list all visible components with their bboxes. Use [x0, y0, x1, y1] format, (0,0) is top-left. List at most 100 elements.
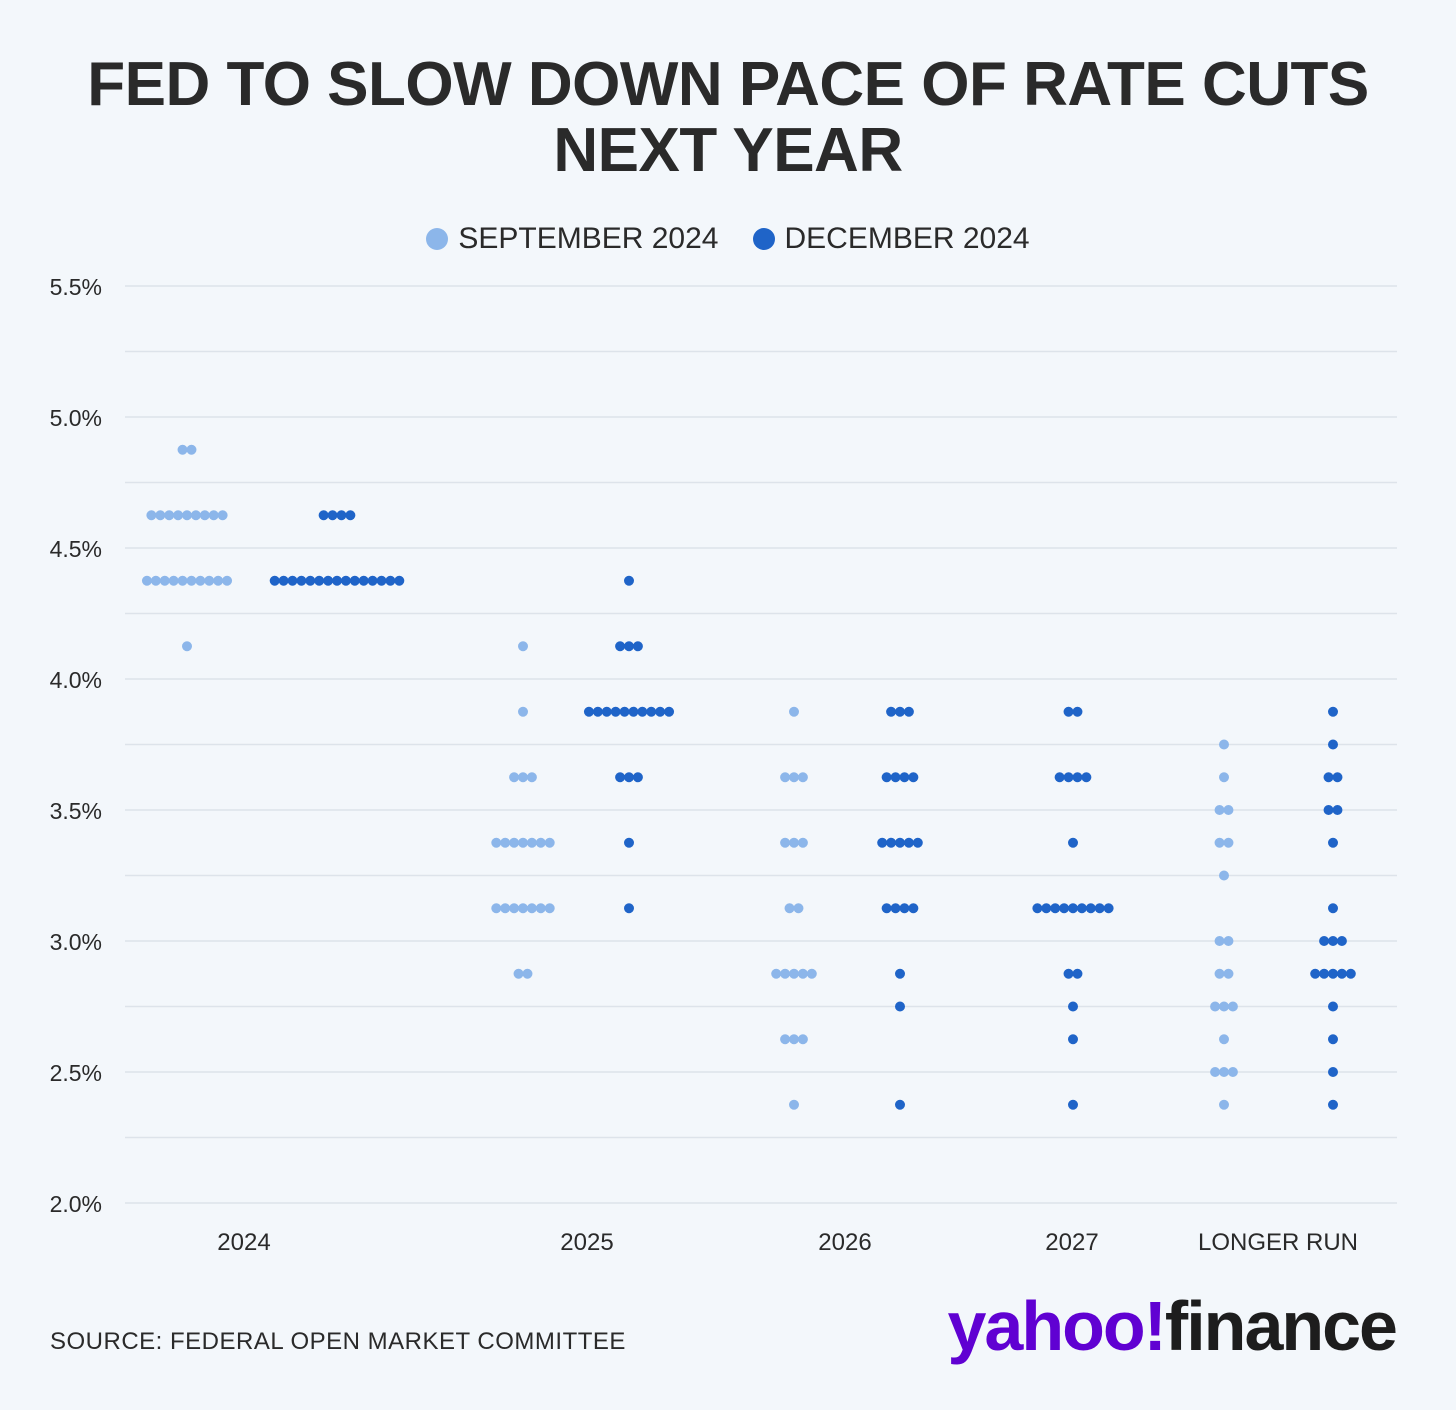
dot-september: [1219, 870, 1229, 881]
dot-september: [1223, 837, 1234, 848]
dot-september: [182, 641, 192, 652]
dot-december: [349, 575, 360, 586]
dot-september: [168, 575, 179, 586]
dot-september: [518, 903, 528, 914]
logo-finance: finance: [1164, 1287, 1398, 1365]
dot-december: [394, 575, 405, 586]
dot-december: [899, 772, 910, 783]
legend: SEPTEMBER 2024 DECEMBER 2024: [0, 222, 1456, 256]
dot-december: [903, 837, 914, 848]
y-tick-label: 2.0%: [50, 1191, 102, 1217]
dot-september: [491, 837, 502, 848]
x-axis-ticks: 2024 2025 2026 2027 LONGER RUN: [217, 1229, 1358, 1256]
dot-september: [789, 1034, 799, 1045]
dot-december: [1328, 903, 1338, 914]
dot-december: [1081, 772, 1092, 783]
legend-item-december: DECEMBER 2024: [752, 222, 1030, 256]
dot-september: [789, 706, 799, 717]
dot-december: [637, 706, 648, 717]
dot-september: [173, 510, 184, 521]
dot-december: [615, 772, 626, 783]
dot-december: [1328, 1034, 1338, 1045]
dot-september: [222, 575, 233, 586]
dot-december: [1328, 739, 1338, 750]
dot-september: [1219, 1034, 1229, 1045]
y-tick-label: 3.0%: [50, 929, 102, 955]
dot-december: [881, 772, 892, 783]
chart-title-line-1: FED TO SLOW DOWN PACE OF RATE CUTS: [87, 50, 1369, 119]
dot-september: [1219, 1099, 1229, 1110]
dot-december: [895, 1099, 905, 1110]
dot-september: [195, 575, 206, 586]
dot-september: [780, 968, 791, 979]
dot-december: [1328, 1099, 1338, 1110]
dot-december: [269, 575, 280, 586]
dot-december: [615, 641, 626, 652]
dot-december: [886, 706, 897, 717]
dot-september: [150, 575, 161, 586]
dot-september: [518, 772, 528, 783]
dot-december: [1323, 805, 1334, 815]
dot-december: [327, 510, 338, 521]
dot-september: [784, 903, 795, 914]
dot-december: [385, 575, 396, 586]
dot-december: [318, 510, 329, 521]
dot-december: [1059, 903, 1070, 914]
y-tick-label: 4.0%: [50, 667, 102, 693]
dot-december: [305, 575, 316, 586]
dot-september: [164, 510, 175, 521]
dot-december: [601, 706, 612, 717]
dot-december: [1032, 903, 1043, 914]
dot-september: [522, 968, 533, 979]
dot-september: [141, 575, 152, 586]
dot-september: [806, 968, 817, 979]
dot-december: [1072, 772, 1083, 783]
dot-september: [1219, 772, 1229, 783]
dot-december: [367, 575, 378, 586]
dot-september: [186, 444, 197, 455]
x-tick-label: 2025: [560, 1229, 613, 1256]
dot-september: [509, 837, 520, 848]
dot-september: [190, 510, 201, 521]
legend-item-september: SEPTEMBER 2024: [426, 222, 719, 256]
dot-september: [544, 903, 555, 914]
y-tick-label: 2.5%: [50, 1060, 102, 1086]
y-tick-label: 5.0%: [50, 405, 102, 431]
yahoo-finance-logo: yahoo!finance: [947, 1286, 1398, 1366]
x-tick-label: 2026: [818, 1229, 871, 1256]
dot-december: [336, 510, 347, 521]
dot-december: [895, 968, 905, 979]
dot-december: [655, 706, 666, 717]
dot-december: [583, 706, 594, 717]
dot-december: [1068, 1001, 1078, 1012]
dot-september: [186, 575, 197, 586]
dot-december: [1319, 936, 1330, 946]
dot-december: [646, 706, 657, 717]
dot-december: [895, 837, 905, 848]
dot-september: [491, 903, 502, 914]
dot-december: [619, 706, 630, 717]
dot-december: [890, 903, 901, 914]
dot-december: [632, 772, 643, 783]
dot-december: [1336, 936, 1347, 946]
dot-december: [1063, 772, 1074, 783]
dot-september: [1227, 1067, 1238, 1077]
dot-december: [624, 575, 634, 586]
dot-december: [1094, 903, 1105, 914]
dots: [141, 444, 1356, 1110]
dot-september: [1214, 805, 1225, 815]
dot-december: [908, 772, 919, 783]
legend-label-september: SEPTEMBER 2024: [458, 222, 719, 255]
dot-december: [1072, 706, 1083, 717]
dot-december: [314, 575, 325, 586]
dot-december: [323, 575, 334, 586]
dot-december: [1068, 1099, 1078, 1110]
dot-september: [535, 903, 546, 914]
dot-december: [908, 903, 919, 914]
dot-september: [1223, 936, 1234, 946]
dot-september: [789, 837, 799, 848]
dot-september: [526, 772, 537, 783]
dot-september: [793, 903, 804, 914]
dot-december: [895, 706, 905, 717]
dot-december: [1063, 706, 1074, 717]
